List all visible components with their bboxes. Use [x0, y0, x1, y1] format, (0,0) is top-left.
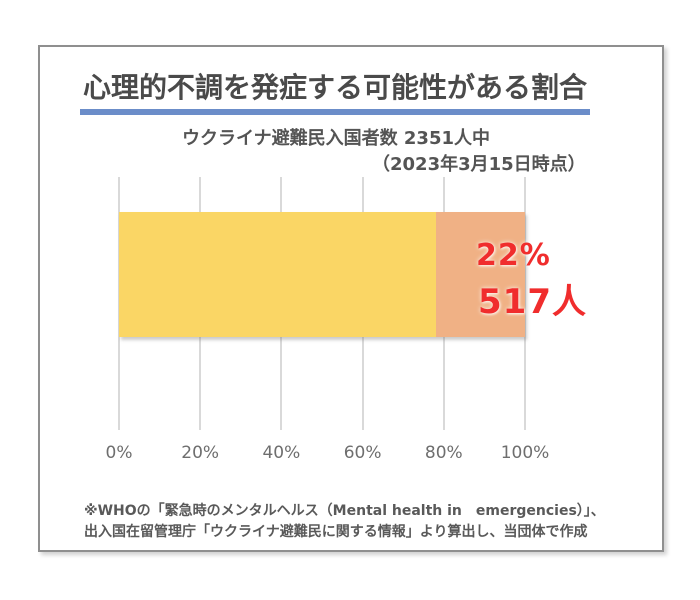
x-tick-100: 100%	[500, 443, 550, 463]
bar-segment-at-risk	[435, 212, 525, 337]
bar-segment-remainder	[119, 212, 436, 337]
title-block: 心理的不調を発症する可能性がある割合	[80, 71, 591, 115]
plot-area: 22% 517人 0% 20% 40% 60% 80% 100%	[106, 177, 586, 463]
footnote-line1: ※WHOの「緊急時のメンタルヘルス（Mental health in emerg…	[84, 503, 605, 519]
footnote-line2: 出入国在留管理庁「ウクライナ避難民に関する情報」より算出し、当団体で作成	[84, 524, 588, 540]
at-risk-percent-label: 22%	[476, 238, 551, 273]
stacked-bar	[119, 212, 525, 337]
x-tick-40: 40%	[262, 443, 301, 463]
gridline-100pct	[524, 177, 526, 430]
chart-subtitle: ウクライナ避難民入国者数 2351人中 （2023年3月15日時点）	[40, 126, 662, 178]
subtitle-line1: ウクライナ避難民入国者数 2351人中	[182, 128, 491, 149]
x-tick-80: 80%	[424, 443, 463, 463]
x-axis: 0% 20% 40% 60% 80% 100%	[106, 443, 550, 463]
chart-card: 心理的不調を発症する可能性がある割合 ウクライナ避難民入国者数 2351人中 （…	[38, 45, 664, 552]
chart-title: 心理的不調を発症する可能性がある割合	[80, 71, 591, 115]
x-tick-0: 0%	[105, 443, 133, 463]
x-tick-20: 20%	[181, 443, 220, 463]
at-risk-count-label: 517人	[478, 282, 587, 322]
footnote: ※WHOの「緊急時のメンタルヘルス（Mental health in emerg…	[84, 501, 605, 543]
x-tick-60: 60%	[343, 443, 382, 463]
subtitle-line2: （2023年3月15日時点）	[372, 154, 586, 175]
